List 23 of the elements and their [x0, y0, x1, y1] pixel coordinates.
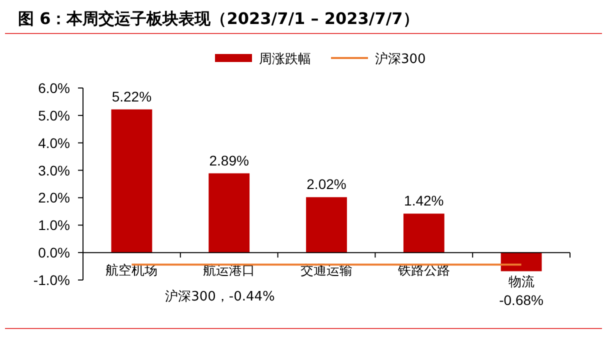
data-label: 2.89% — [209, 152, 249, 168]
y-tick-label: 2.0% — [38, 190, 70, 206]
y-tick-label: -1.0% — [33, 272, 70, 288]
data-label: 5.22% — [112, 88, 152, 104]
legend-label: 沪深300 — [375, 51, 426, 67]
legend-label: 周涨跌幅 — [259, 52, 311, 67]
data-label: -0.68% — [499, 292, 544, 308]
bar — [403, 214, 444, 253]
chart-title: 图 6：本周交运子板块表现（2023/7/1 – 2023/7/7） — [18, 9, 419, 28]
bar — [306, 197, 347, 253]
bar — [500, 252, 542, 272]
y-tick-label: 5.0% — [38, 107, 70, 124]
data-label: 2.02% — [306, 176, 346, 192]
text: 沪深300，-0.44% — [165, 288, 275, 305]
x-tick-label: 物流 — [508, 274, 534, 290]
y-tick-label: 4.0% — [38, 134, 70, 151]
y-tick-label: 6.0% — [38, 80, 70, 96]
data-label: 1.42% — [404, 192, 444, 209]
bar — [111, 109, 152, 253]
y-tick-label: 3.0% — [38, 162, 70, 178]
y-tick-label: 0.0% — [38, 244, 70, 261]
bar — [208, 173, 250, 253]
y-tick-label: 1.0% — [38, 217, 70, 234]
